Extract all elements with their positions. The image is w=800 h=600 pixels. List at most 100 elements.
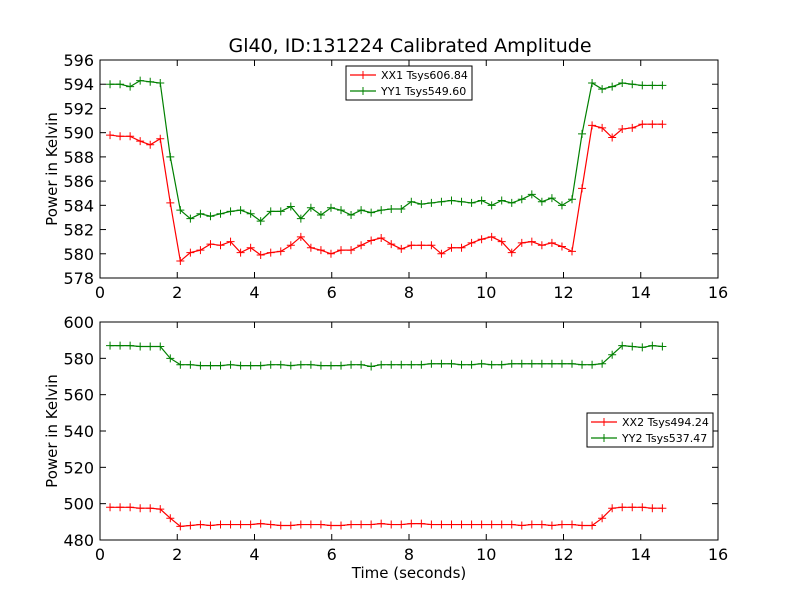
data-point bbox=[316, 361, 325, 370]
data-point bbox=[407, 197, 416, 206]
data-point bbox=[537, 197, 546, 206]
data-point bbox=[497, 360, 506, 369]
x-tick-label: 8 bbox=[404, 283, 414, 302]
data-point bbox=[477, 520, 486, 529]
data-point bbox=[437, 520, 446, 529]
x-tick-label: 16 bbox=[708, 283, 728, 302]
data-point bbox=[618, 125, 627, 134]
data-point bbox=[186, 521, 195, 530]
data-point bbox=[638, 81, 647, 90]
y-tick-label: 590 bbox=[63, 124, 94, 143]
y-tick-label: 582 bbox=[63, 221, 94, 240]
data-point bbox=[497, 196, 506, 205]
data-point bbox=[618, 341, 627, 350]
data-point bbox=[377, 519, 386, 528]
data-point bbox=[427, 198, 436, 207]
data-point bbox=[156, 342, 165, 351]
data-point bbox=[477, 235, 486, 244]
data-point bbox=[427, 241, 436, 250]
x-tick-label: 2 bbox=[172, 545, 182, 564]
data-point bbox=[337, 246, 346, 255]
data-point bbox=[326, 249, 335, 258]
data-point bbox=[236, 361, 245, 370]
y-tick-label: 480 bbox=[63, 531, 94, 550]
data-point bbox=[507, 248, 516, 257]
data-point bbox=[447, 520, 456, 529]
data-point bbox=[527, 237, 536, 246]
data-point bbox=[547, 521, 556, 530]
data-point bbox=[578, 521, 587, 530]
data-point bbox=[588, 521, 597, 530]
data-point bbox=[588, 360, 597, 369]
data-point bbox=[226, 207, 235, 216]
chart-title: Gl40, ID:131224 Calibrated Amplitude bbox=[228, 35, 591, 57]
x-tick-label: 8 bbox=[404, 545, 414, 564]
data-point bbox=[176, 206, 185, 215]
x-tick-label: 10 bbox=[476, 283, 496, 302]
data-point bbox=[417, 241, 426, 250]
legend-marker bbox=[600, 434, 608, 442]
data-point bbox=[537, 520, 546, 529]
data-point bbox=[136, 137, 145, 146]
data-point bbox=[106, 341, 115, 350]
data-point bbox=[467, 198, 476, 207]
data-point bbox=[648, 341, 657, 350]
data-point bbox=[557, 242, 566, 251]
data-point bbox=[457, 197, 466, 206]
data-point bbox=[537, 241, 546, 250]
data-point bbox=[166, 198, 175, 207]
data-point bbox=[367, 520, 376, 529]
y-tick-label: 592 bbox=[63, 99, 94, 118]
data-point bbox=[266, 520, 275, 529]
data-point bbox=[658, 120, 667, 129]
data-point bbox=[186, 214, 195, 223]
y-tick-label: 596 bbox=[63, 51, 94, 70]
data-point bbox=[246, 520, 255, 529]
y-tick-label: 588 bbox=[63, 148, 94, 167]
data-point bbox=[578, 360, 587, 369]
data-point bbox=[547, 194, 556, 203]
data-point bbox=[517, 359, 526, 368]
data-point bbox=[638, 343, 647, 352]
x-tick-label: 16 bbox=[708, 545, 728, 564]
legend-box bbox=[586, 412, 714, 448]
data-point bbox=[146, 77, 155, 86]
y-tick-label: 540 bbox=[63, 422, 94, 441]
data-point bbox=[537, 359, 546, 368]
data-point bbox=[116, 341, 125, 350]
data-point bbox=[186, 360, 195, 369]
data-point bbox=[276, 360, 285, 369]
legend-marker bbox=[359, 71, 367, 79]
data-point bbox=[337, 521, 346, 530]
data-point bbox=[527, 190, 536, 199]
data-point bbox=[106, 80, 115, 89]
data-point bbox=[316, 246, 325, 255]
data-point bbox=[427, 520, 436, 529]
data-point bbox=[347, 246, 356, 255]
data-point bbox=[116, 132, 125, 141]
data-point bbox=[507, 198, 516, 207]
legend-label: YY1 Tsys549.60 bbox=[380, 85, 466, 98]
data-point bbox=[236, 206, 245, 215]
data-point bbox=[417, 360, 426, 369]
data-point bbox=[256, 519, 265, 528]
data-point bbox=[457, 243, 466, 252]
data-point bbox=[126, 503, 135, 512]
y-tick-label: 600 bbox=[63, 313, 94, 332]
data-point bbox=[146, 342, 155, 351]
data-point bbox=[286, 361, 295, 370]
data-point bbox=[557, 359, 566, 368]
series-2-1 bbox=[106, 503, 667, 531]
data-point bbox=[256, 361, 265, 370]
data-point bbox=[397, 244, 406, 253]
y-tick-label: 584 bbox=[63, 196, 94, 215]
data-point bbox=[477, 196, 486, 205]
data-point bbox=[306, 203, 315, 212]
data-point bbox=[437, 359, 446, 368]
data-point bbox=[628, 80, 637, 89]
data-point bbox=[397, 204, 406, 213]
data-point bbox=[567, 195, 576, 204]
x-axis-label: Time (seconds) bbox=[351, 564, 467, 582]
data-point bbox=[357, 206, 366, 215]
legend: XX1 Tsys606.84 YY1 Tsys549.60 bbox=[345, 65, 473, 101]
